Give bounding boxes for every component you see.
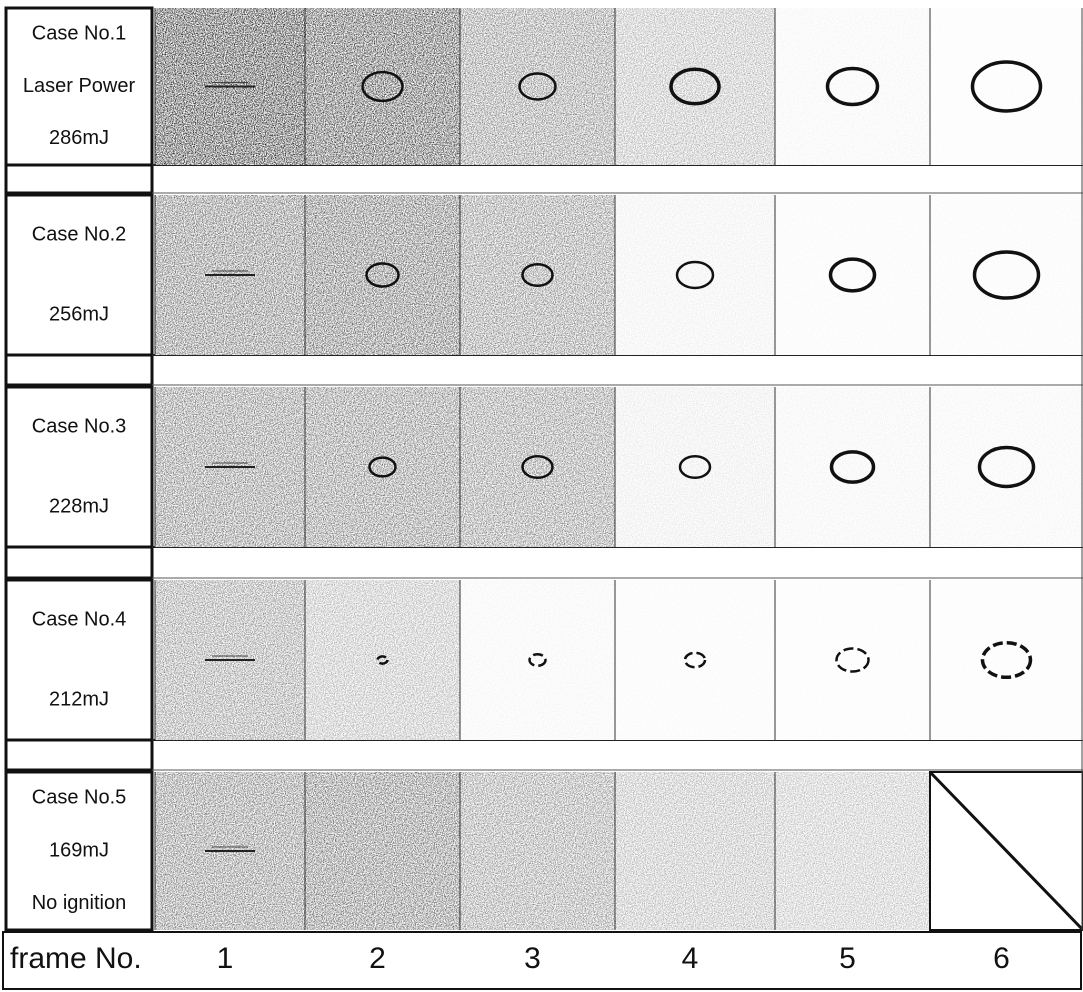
label-cell [4, 193, 154, 357]
case-label: 228mJ [49, 495, 109, 517]
photo-speckle [460, 772, 615, 930]
case-label: Case No.1 [32, 22, 127, 44]
flame-kernel [365, 262, 400, 288]
case-label: Case No.4 [32, 608, 127, 630]
photo-speckle [305, 8, 460, 165]
flame-kernel [675, 260, 715, 290]
spacer-cell [4, 545, 154, 580]
flame-kernel [828, 257, 877, 293]
case-row: Case No.3 228mJ [4, 385, 1083, 580]
flame-kernel [970, 60, 1043, 113]
case-row: Case No.2 256mJ [4, 193, 1083, 387]
case-label: Case No.5 [32, 787, 127, 809]
photo-speckle [930, 8, 1083, 165]
photo-speckle [615, 387, 775, 547]
photo-speckle [615, 195, 775, 355]
flame-kernel [376, 655, 389, 665]
label-cell [4, 770, 154, 932]
photo-speckle [775, 8, 930, 165]
case-label: Case No.3 [32, 415, 127, 437]
flame-kernel [518, 72, 557, 101]
photo-speckle [305, 772, 460, 930]
photo-speckle [460, 195, 615, 355]
case-row: Case No.5 169mJ No ignition [4, 770, 1083, 932]
photo-speckle [460, 387, 615, 547]
photo-speckle [775, 195, 930, 355]
photo-speckle [775, 580, 930, 740]
case-row: Case No.4 212mJ [4, 578, 1083, 772]
frame-number: 3 [524, 942, 541, 975]
flame-kernel [521, 454, 554, 480]
frame-number: 5 [839, 942, 856, 975]
flame-kernel [980, 640, 1033, 680]
label-cell [4, 385, 154, 549]
flame-kernel [829, 450, 876, 484]
frame-number: 2 [369, 942, 386, 975]
photo-speckle [305, 195, 460, 355]
photo-speckle [615, 8, 775, 165]
photo-speckle [460, 8, 615, 165]
case-row: Case No.1 Laser Power 286mJ [4, 6, 1083, 195]
frame-number: 1 [217, 942, 234, 975]
photo-frame [930, 580, 1083, 740]
flame-kernel [669, 67, 721, 106]
footer-box [2, 931, 1082, 990]
case-label: No ignition [32, 892, 127, 914]
flame-kernel [528, 652, 547, 668]
case-label: 256mJ [49, 303, 109, 325]
flame-kernel [972, 250, 1041, 300]
label-cell [4, 6, 154, 167]
flame-kernel [825, 66, 880, 107]
flame-kernel [835, 647, 870, 673]
flame-kernel [521, 262, 554, 288]
spacer-cell [4, 353, 154, 387]
photo-frame [930, 8, 1083, 165]
photo-speckle [305, 387, 460, 547]
case-label: 286mJ [49, 127, 109, 149]
photo-speckle [615, 772, 775, 930]
case-label: Laser Power [23, 75, 136, 97]
photo-frame [615, 580, 775, 740]
photo-speckle [930, 580, 1083, 740]
case-label: 169mJ [49, 839, 109, 861]
case-label: 212mJ [49, 688, 109, 710]
flame-kernel [683, 651, 707, 669]
photo-speckle [775, 387, 930, 547]
photo-frame [775, 195, 930, 355]
photo-frame [930, 195, 1083, 355]
flame-kernel [977, 445, 1036, 489]
photo-speckle [615, 580, 775, 740]
frame-number: 4 [682, 942, 699, 975]
photo-frame [775, 580, 930, 740]
photo-speckle [305, 580, 460, 740]
case-label: Case No.2 [32, 223, 127, 245]
blank-diagonal [928, 770, 1083, 932]
flame-kernel [678, 454, 712, 480]
flame-kernel [361, 70, 404, 103]
label-cell [4, 578, 154, 742]
frame-number: 6 [993, 942, 1010, 975]
photo-speckle [460, 580, 615, 740]
photo-speckle [930, 387, 1083, 547]
spacer-cell [4, 163, 154, 195]
photo-speckle [930, 195, 1083, 355]
photo-speckle [775, 772, 930, 930]
flame-kernel [368, 456, 397, 478]
footer-label: frame No. [10, 942, 142, 975]
spacer-cell [4, 738, 154, 772]
